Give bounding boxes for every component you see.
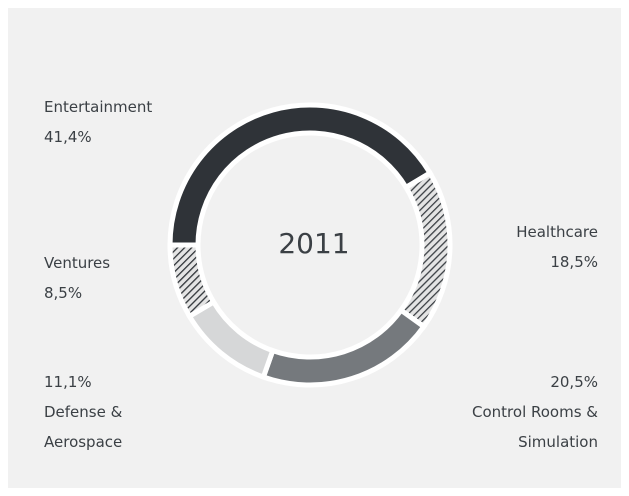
chart-panel bbox=[8, 8, 621, 488]
donut-segment bbox=[186, 298, 276, 381]
category-label: Healthcare bbox=[516, 223, 598, 241]
value-label: 8,5% bbox=[44, 284, 83, 302]
category-label: Defense & Aerospace bbox=[44, 403, 123, 451]
center-label: 2011 bbox=[278, 227, 349, 260]
value-label: 20,5% bbox=[550, 373, 598, 391]
category-label: Control Rooms & Simulation bbox=[472, 403, 598, 451]
segment-label: 20,5% Control Rooms & Simulation bbox=[448, 367, 598, 457]
donut-segment bbox=[167, 242, 218, 320]
category-label: Entertainment bbox=[44, 98, 153, 116]
segment-label: Healthcare 18,5% bbox=[448, 217, 598, 277]
donut-segment bbox=[397, 169, 453, 331]
segment-label: 11,1% Defense & Aerospace bbox=[44, 367, 139, 457]
value-label: 41,4% bbox=[44, 128, 92, 146]
segment-label: Ventures 8,5% bbox=[44, 248, 164, 308]
value-label: 11,1% bbox=[44, 373, 92, 391]
donut-segment bbox=[167, 102, 434, 248]
segment-label: Entertainment 41,4% bbox=[44, 92, 204, 152]
donut-segment bbox=[260, 306, 428, 388]
category-label: Ventures bbox=[44, 254, 111, 272]
value-label: 18,5% bbox=[550, 253, 598, 271]
